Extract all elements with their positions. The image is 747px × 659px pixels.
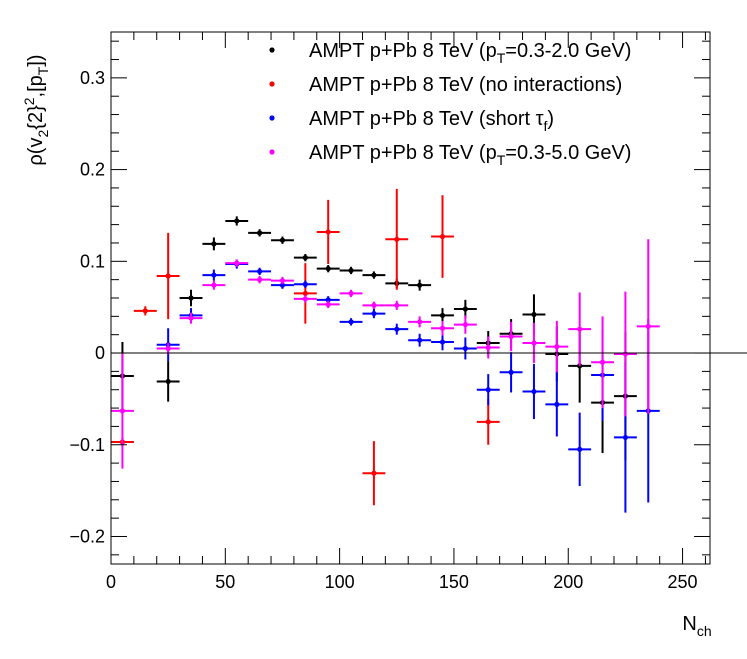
- data-point: [371, 302, 377, 308]
- data-point: [439, 233, 446, 240]
- legend-entry: AMPT p+Pb 8 TeV (no interactions): [309, 74, 622, 96]
- y-tick-label: −0.2: [69, 526, 105, 546]
- legend-entry: AMPT p+Pb 8 TeV (pT=0.3-2.0 GeV): [309, 40, 631, 66]
- y-tick-label: −0.1: [69, 435, 105, 455]
- data-point: [417, 319, 423, 325]
- data-layer: [111, 188, 660, 513]
- x-axis-title: Nch: [682, 613, 711, 639]
- data-point: [302, 255, 308, 261]
- legend-marker: [269, 47, 275, 53]
- data-point: [371, 470, 377, 476]
- data-point: [531, 311, 537, 318]
- data-point: [165, 345, 171, 352]
- data-point: [325, 266, 331, 272]
- data-point: [348, 267, 354, 274]
- x-tick-label: 250: [668, 572, 698, 592]
- legend-marker: [269, 81, 275, 87]
- data-point: [554, 401, 560, 407]
- data-point: [645, 323, 651, 330]
- legend: AMPT p+Pb 8 TeV (pT=0.3-2.0 GeV) AMPT p+P…: [269, 40, 631, 168]
- data-point: [279, 237, 286, 243]
- series-2: [156, 259, 660, 513]
- data-point: [531, 340, 537, 346]
- data-point: [165, 378, 171, 385]
- data-point: [462, 322, 468, 328]
- data-point: [485, 387, 491, 393]
- y-tick-label: 0.3: [80, 68, 105, 88]
- data-point: [279, 282, 286, 288]
- legend-entry: AMPT p+Pb 8 TeV (short τf): [309, 108, 554, 134]
- data-point: [211, 272, 217, 278]
- data-point: [577, 446, 583, 452]
- data-point: [508, 369, 514, 375]
- x-tick-label: 200: [553, 572, 583, 592]
- legend-marker: [269, 115, 275, 121]
- data-point: [554, 344, 560, 350]
- series-1: [111, 188, 500, 506]
- data-point: [485, 344, 491, 351]
- data-point: [119, 408, 126, 414]
- data-point: [394, 236, 400, 242]
- data-point: [622, 351, 629, 357]
- data-point: [485, 419, 491, 425]
- y-tick-label: 0.1: [80, 251, 105, 271]
- data-point: [302, 281, 308, 287]
- data-point: [188, 315, 194, 321]
- data-point: [211, 282, 217, 288]
- data-point: [348, 290, 354, 297]
- data-point: [257, 268, 263, 274]
- data-point: [371, 272, 377, 278]
- data-point: [417, 337, 423, 343]
- x-tick-label: 150: [439, 572, 469, 592]
- data-point: [348, 319, 354, 325]
- data-point: [257, 230, 263, 236]
- axis-titles: Nch ρ(v2{2}2,[pT]): [21, 54, 712, 639]
- legend-marker: [269, 149, 275, 155]
- data-point: [325, 297, 331, 303]
- data-point: [599, 359, 606, 365]
- data-point: [302, 296, 308, 302]
- data-point: [394, 302, 400, 308]
- data-point: [439, 312, 446, 319]
- axes-frame: 0 50 100 150 200 250 −0.2 −0.1 0 0.1 0.2 0.3: [69, 31, 747, 592]
- y-tick-label: 0.2: [80, 160, 105, 180]
- data-point: [462, 306, 468, 312]
- x-tick-label: 0: [106, 572, 116, 592]
- x-tick-label: 50: [215, 572, 235, 592]
- data-point: [417, 282, 423, 288]
- data-point: [302, 290, 308, 297]
- data-point: [234, 218, 240, 224]
- y-tick-label: 0: [95, 343, 105, 363]
- data-point: [257, 277, 263, 283]
- data-point: [142, 308, 148, 314]
- data-point: [325, 229, 331, 235]
- x-tick-label: 100: [325, 572, 355, 592]
- data-point: [531, 388, 537, 395]
- legend-entry: AMPT p+Pb 8 TeV (pT=0.3-5.0 GeV): [309, 142, 631, 168]
- series-3: [111, 239, 660, 469]
- data-point: [394, 326, 400, 332]
- data-point: [462, 345, 468, 352]
- y-axis-title: ρ(v2{2}2,[pT]): [21, 54, 51, 165]
- data-point: [279, 277, 286, 284]
- data-point: [622, 434, 629, 441]
- data-point: [165, 273, 171, 279]
- data-point: [234, 260, 240, 266]
- data-point: [371, 310, 377, 317]
- data-point: [439, 339, 446, 345]
- data-point: [577, 326, 583, 332]
- data-point: [439, 325, 446, 331]
- series-0: [111, 216, 637, 461]
- data-point: [325, 301, 331, 308]
- data-point: [508, 333, 514, 340]
- data-point: [211, 241, 217, 247]
- data-point: [188, 295, 194, 301]
